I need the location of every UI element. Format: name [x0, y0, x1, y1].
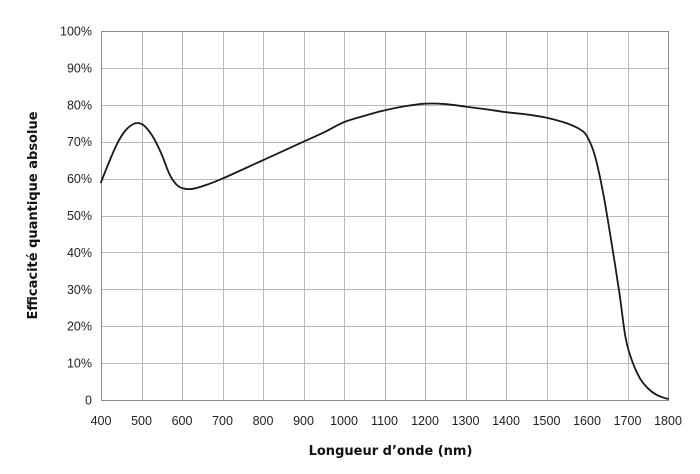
x-tick-label: 1700	[614, 414, 642, 428]
x-tick-label: 500	[131, 414, 152, 428]
y-tick-label: 20%	[67, 320, 92, 334]
y-tick-label: 40%	[67, 246, 92, 260]
y-tick-label: 50%	[67, 209, 92, 223]
x-tick-label: 1500	[533, 414, 561, 428]
plot-frame	[101, 31, 669, 401]
y-tick-label: 80%	[67, 98, 92, 112]
series-line	[100, 102, 669, 400]
x-tick-label: 400	[91, 414, 112, 428]
grid	[101, 31, 669, 401]
x-tick-label: 800	[253, 414, 274, 428]
x-tick-label: 1000	[330, 414, 358, 428]
x-tick-label: 1300	[452, 414, 480, 428]
y-tick-label: 10%	[67, 357, 92, 371]
y-tick-label: 100%	[60, 25, 92, 39]
x-tick-label: 900	[293, 414, 314, 428]
y-axis-ticks: 0 10% 20% 30% 40% 50% 60% 70% 80% 90% 100%	[60, 25, 92, 408]
x-tick-label: 1200	[411, 414, 439, 428]
x-tick-label: 1100	[371, 414, 398, 428]
y-tick-label: 60%	[67, 172, 92, 186]
x-axis-label: Longueur d’onde (nm)	[309, 444, 473, 459]
y-tick-label: 30%	[67, 283, 92, 297]
y-tick-label: 0	[85, 394, 92, 408]
x-tick-label: 1600	[573, 414, 601, 428]
y-tick-label: 70%	[67, 135, 92, 149]
x-tick-label: 1400	[492, 414, 520, 428]
x-tick-label: 600	[172, 414, 193, 428]
x-axis-ticks: 400 500 600 700 800 900 1000 1100 1200 1300 1400 15…	[91, 414, 682, 428]
y-tick-label: 90%	[67, 61, 92, 75]
series-layer	[100, 102, 669, 400]
x-tick-label: 700	[212, 414, 233, 428]
y-axis-label: Efficacité quantique absolue	[26, 111, 41, 319]
x-tick-label: 1800	[654, 414, 682, 428]
